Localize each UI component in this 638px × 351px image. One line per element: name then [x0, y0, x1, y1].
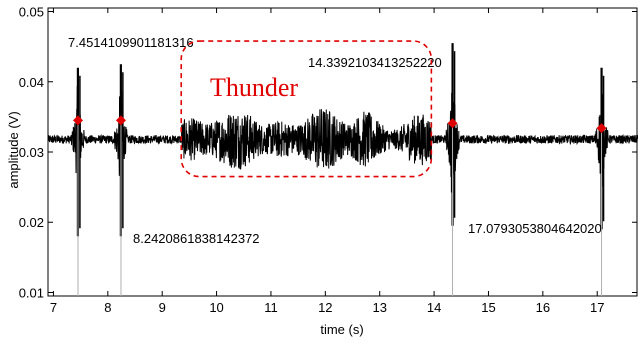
thunder-region-label: Thunder [210, 73, 298, 102]
thunder-region: Thunder [180, 40, 433, 178]
y-tick-label: 0.02 [19, 215, 44, 230]
peak-annotation-2: 14.3392103413252220 [308, 55, 442, 70]
x-tick-label: 7 [50, 300, 57, 315]
peak-marker-0 [72, 115, 83, 126]
x-tick-label: 14 [427, 300, 441, 315]
peak-marker-2 [447, 118, 458, 129]
x-tick-label: 12 [318, 300, 332, 315]
plot-frame [47, 7, 638, 297]
x-tick-label: 16 [536, 300, 550, 315]
x-axis: 7 8 9 10 11 12 13 14 15 16 17 [50, 8, 604, 315]
plot-area [47, 7, 638, 297]
y-tick-label: 0.04 [19, 75, 44, 90]
x-tick-label: 17 [590, 300, 604, 315]
x-tick-label: 15 [481, 300, 495, 315]
peak-marker-1 [115, 115, 126, 126]
x-tick-label: 8 [104, 300, 111, 315]
y-tick-label: 0.01 [19, 285, 44, 300]
peak-annotation-3: 17.0793053804642020 [468, 221, 602, 236]
x-tick-label: 9 [159, 300, 166, 315]
peak-annotation-1: 8.2420861838142372 [133, 231, 260, 246]
x-tick-label: 10 [209, 300, 223, 315]
x-tick-label: 11 [264, 300, 278, 315]
peak-markers [72, 115, 607, 134]
peak-annotation-0: 7.4514109901181316 [68, 35, 194, 50]
y-tick-label: 0.03 [19, 145, 44, 160]
peak-marker-3 [596, 123, 607, 134]
y-tick-label: 0.05 [19, 5, 44, 20]
y-axis-label: amplitude (V) [6, 111, 21, 188]
marker-drop-lines [77, 120, 603, 296]
x-tick-label: 13 [372, 300, 386, 315]
x-axis-label: time (s) [320, 322, 363, 337]
signal-line [47, 60, 638, 200]
peak-annotations: 7.4514109901181316 8.2420861838142372 14.3… [68, 35, 602, 246]
y-axis: 0.01 0.02 0.03 0.04 0.05 [19, 5, 637, 300]
thunder-region-box [180, 40, 433, 178]
